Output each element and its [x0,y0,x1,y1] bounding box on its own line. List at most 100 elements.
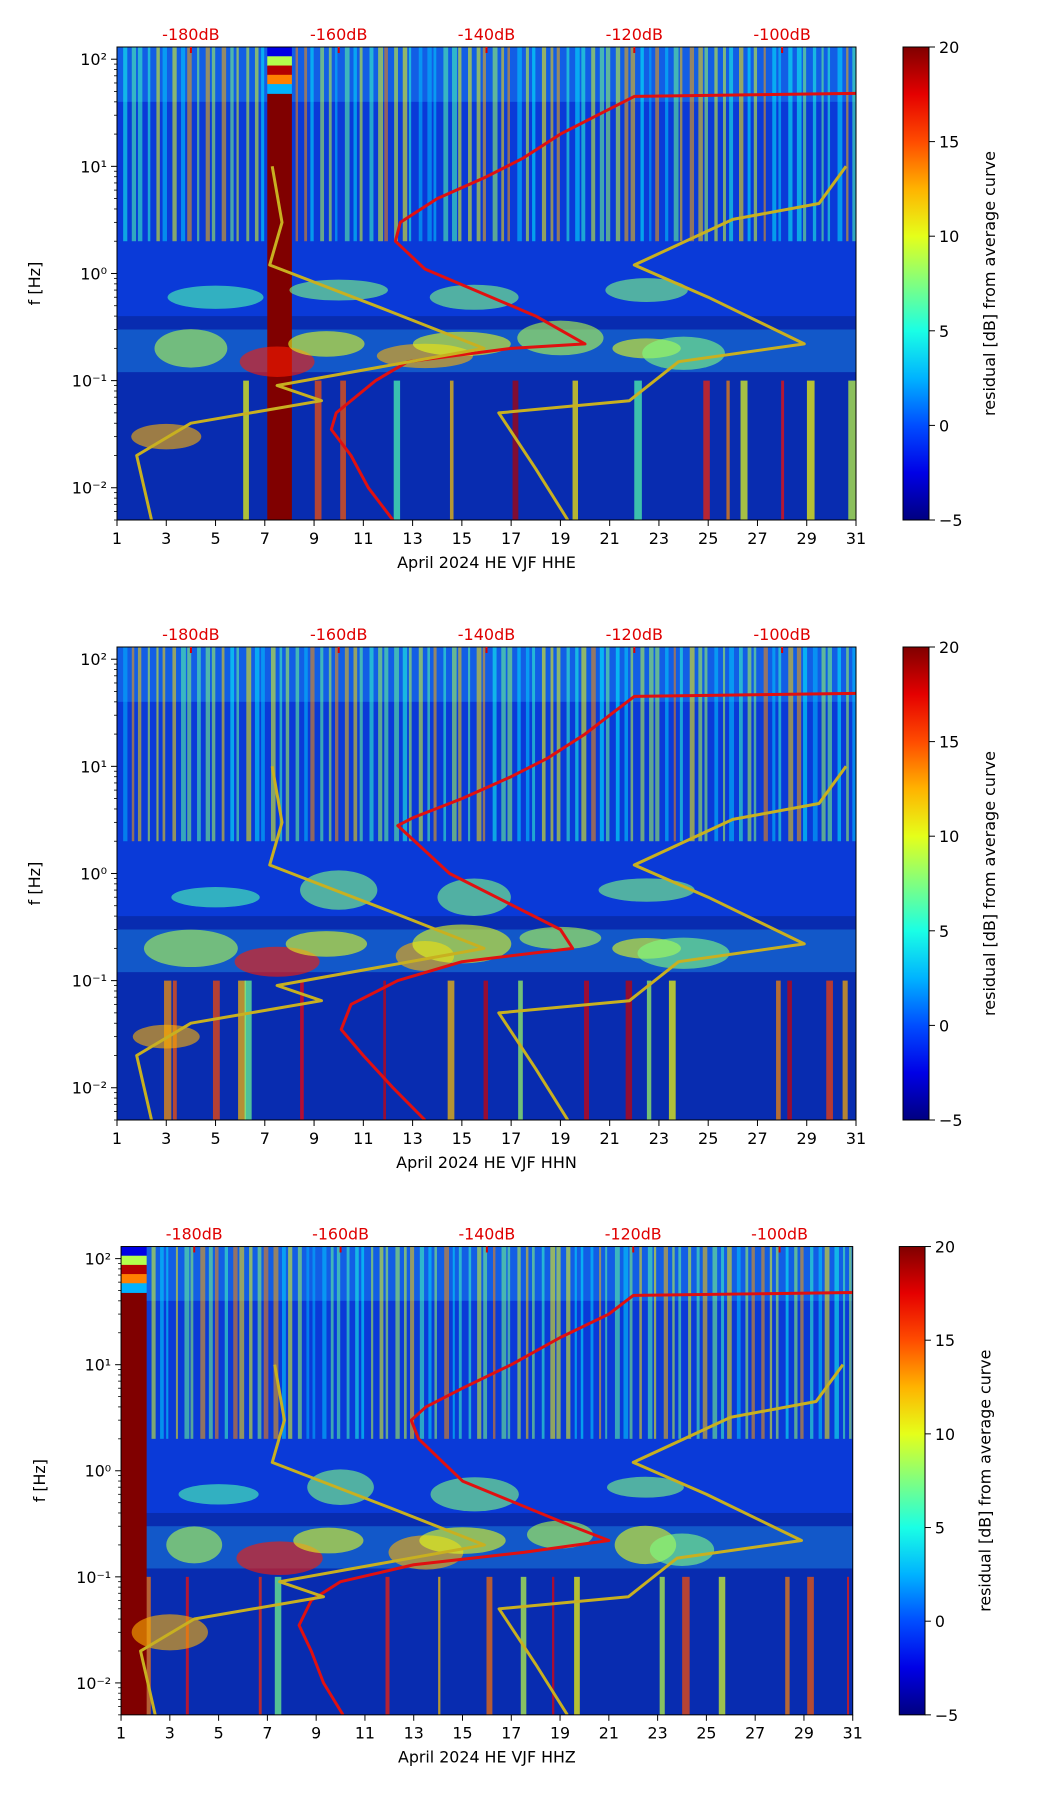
activity-stripe [137,647,142,842]
activity-stripe [655,47,660,242]
storm-blob [637,937,730,969]
activity-stripe [507,1246,511,1439]
activity-stripe [696,1246,700,1439]
activity-stripe [476,647,482,842]
activity-stripe [181,47,186,242]
activity-stripe [852,47,856,242]
activity-stripe [590,1246,594,1439]
data-gap [121,1292,147,1715]
activity-stripe [689,647,695,842]
x-tick-label: 21 [599,1129,619,1148]
db-tick-label: -180dB [162,625,219,644]
activity-stripe [443,47,449,242]
activity-stripe [123,647,128,842]
activity-stripe [322,1246,327,1439]
activity-stripe [794,1246,798,1439]
event-stripe [807,1576,814,1715]
activity-stripe [288,1246,293,1439]
x-tick-label: 29 [797,529,817,548]
activity-stripe [261,647,265,842]
x-tick-label: 27 [747,529,767,548]
event-stripe [740,380,748,520]
activity-stripe [433,647,437,842]
x-tick-label: 27 [745,1724,765,1743]
activity-stripe [501,47,505,242]
activity-stripe [310,47,314,242]
activity-stripe [452,1246,455,1439]
colorbar: 20 15 10 5 0 −5 residual [dB] from average cur… [902,638,999,1130]
activity-stripe [476,47,481,242]
activity-stripe [330,1246,334,1439]
activity-stripe [483,1246,488,1439]
activity-stripe [190,1246,194,1439]
activity-stripe [665,47,669,242]
colorbar-tick-label: 0 [939,416,949,435]
activity-stripe [827,47,831,242]
activity-stripe [224,1246,228,1439]
y-tick-label: 10⁰ [85,1462,112,1481]
event-stripe [393,380,401,520]
x-tick-label: 1 [112,1129,122,1148]
colorbar-tick-label: −5 [939,511,963,530]
activity-stripe [443,647,447,842]
spectrogram [121,1246,853,1715]
event-stripe [668,980,676,1120]
activity-stripe [532,1246,535,1439]
x-tick-label: 25 [698,529,718,548]
event-stripe [646,980,652,1120]
activity-stripe [492,1246,496,1439]
activity-stripe [818,1246,823,1439]
event-stripe [300,980,304,1120]
activity-stripe [541,647,546,842]
event-stripe [826,980,833,1120]
event-stripe [164,980,172,1120]
db-tick-label: -180dB [162,25,219,44]
activity-stripe [821,647,826,842]
activity-stripe [605,1246,608,1439]
activity-stripe [137,47,143,242]
storm-blob [234,946,320,977]
x-tick-label: 17 [501,1724,521,1743]
event-stripe [172,980,177,1120]
storm-blob [419,1527,506,1554]
storm-blob [517,320,604,356]
activity-stripe [525,47,529,242]
activity-stripe [403,1246,407,1439]
activity-stripe [556,647,561,842]
chart-panel-hhn: 1 3 5 7 9 11 13 15 17 19 21 23 25 27 29 31 10⁻²10⁻¹10⁰1… [25,625,999,1172]
event-stripe [726,380,730,520]
db-tick-label: -140dB [458,25,515,44]
activity-stripe [580,1246,584,1439]
event-stripe [781,380,785,520]
x-tick-label: 29 [797,1129,817,1148]
event-stripe [486,1576,493,1715]
activity-stripe [796,647,802,842]
colorbar-tick-label: 15 [939,133,959,152]
activity-stripe [727,1246,732,1439]
event-stripe [238,980,246,1120]
median-curve-line [339,691,856,1120]
activity-stripe [501,647,506,842]
colorbar-tick-label: 20 [939,638,959,657]
activity-stripe [147,47,151,242]
data-gap-edge [267,74,292,85]
activity-stripe [492,647,497,842]
x-tick-label: 17 [501,529,521,548]
activity-stripe [312,1246,316,1439]
activity-stripe [236,47,239,242]
y-axis-label: f [Hz] [25,262,44,306]
activity-stripe [131,647,135,842]
storm-blob [178,1484,259,1505]
activity-stripe [379,1246,384,1439]
x-tick-label: 3 [165,1724,175,1743]
activity-stripe [214,1246,219,1439]
activity-stripe [541,1246,545,1439]
activity-stripe [336,1246,341,1439]
activity-stripe [507,47,511,242]
event-stripe [659,1576,665,1715]
x-tick-label: 19 [550,529,570,548]
activity-stripe [197,647,201,842]
activity-stripe [261,47,265,242]
colorbar-tick-label: 10 [939,227,959,246]
activity-stripe [653,1246,657,1439]
